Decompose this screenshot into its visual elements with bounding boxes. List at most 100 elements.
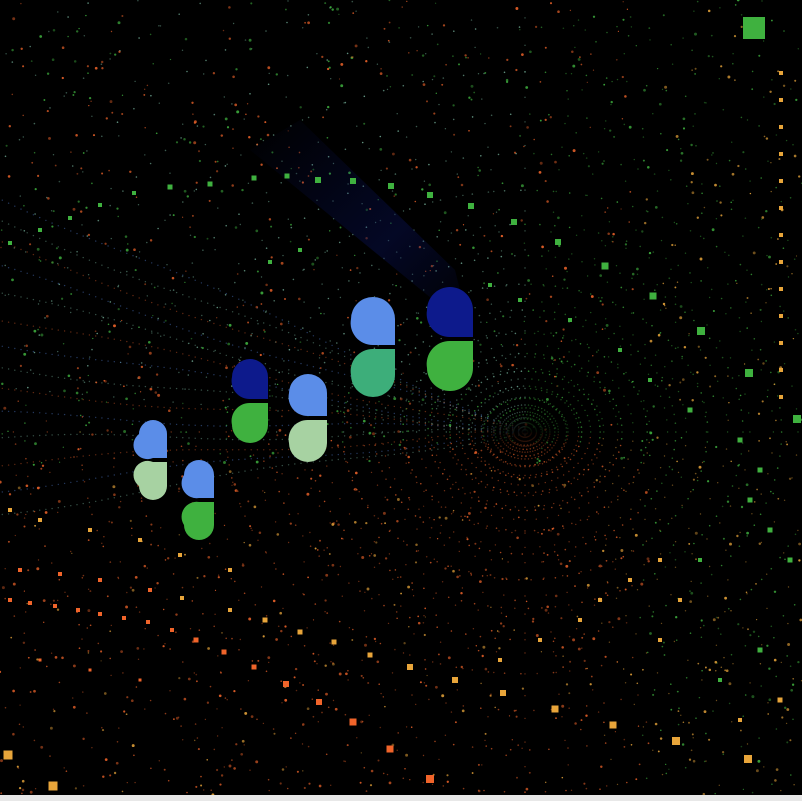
streak-dot <box>437 424 439 426</box>
ray-dot <box>492 408 494 410</box>
dust-dot <box>267 656 271 660</box>
dust-dot <box>535 634 539 637</box>
ray-dot <box>586 518 589 521</box>
dust-dot <box>393 603 396 606</box>
ring-dot <box>18 138 21 141</box>
ring-dot <box>509 462 512 465</box>
ring-dot <box>654 573 656 575</box>
dust-dot <box>554 160 557 164</box>
ring-dot <box>116 741 119 743</box>
ray-dot <box>226 699 228 701</box>
ray-dot <box>664 366 666 368</box>
dust-dot <box>207 555 211 559</box>
streak-dot <box>468 417 470 419</box>
streak-dot <box>70 414 72 416</box>
ring-dot <box>518 26 521 28</box>
dust-dot <box>279 782 282 785</box>
ray-dot <box>524 330 526 332</box>
ray-dot <box>490 514 493 517</box>
ray-dot <box>443 544 445 546</box>
dust-dot <box>577 57 581 61</box>
ring-dot <box>497 708 500 711</box>
ring-dot <box>631 584 633 587</box>
ray-dot <box>402 540 405 542</box>
ray-dot <box>83 35 86 37</box>
dust-dot <box>216 708 218 710</box>
streak-dot <box>431 424 433 427</box>
ray-dot <box>575 338 577 341</box>
ring-dot <box>578 389 581 391</box>
streak-dot <box>126 252 128 254</box>
ring-dot <box>738 398 740 401</box>
streak-dot <box>406 415 408 417</box>
ray-dot <box>329 340 331 342</box>
ring-dot <box>673 413 675 416</box>
dust-dot <box>569 9 572 12</box>
streak-dot <box>76 289 78 291</box>
ring-dot <box>325 108 328 111</box>
streak-dot <box>263 310 265 312</box>
ring-dot <box>516 385 519 388</box>
streak-dot <box>231 408 234 411</box>
ring-dot <box>728 254 730 257</box>
dust-dot <box>599 300 602 303</box>
ring-dot <box>642 283 645 285</box>
dust-dot <box>692 478 695 481</box>
ray-dot <box>201 314 203 317</box>
streak-dot <box>113 418 116 420</box>
ring-dot <box>603 160 605 162</box>
dust-dot <box>692 759 696 763</box>
ray-dot <box>797 431 799 433</box>
dust-dot <box>33 689 36 693</box>
streak-dot <box>449 426 451 428</box>
dust-dot <box>168 409 171 412</box>
streak-dot <box>387 411 389 413</box>
ring-dot <box>738 545 741 547</box>
ray-dot <box>408 363 411 365</box>
ring-dot <box>524 638 526 641</box>
ray-dot <box>783 499 786 501</box>
dust-dot <box>441 694 445 698</box>
streak-dot <box>101 336 103 338</box>
ray-dot <box>688 334 690 337</box>
streak-dot <box>269 354 271 357</box>
ray-dot <box>615 558 617 560</box>
ring-dot <box>471 447 474 450</box>
streak-dot <box>26 371 28 374</box>
dust-dot <box>736 0 740 2</box>
ray-dot <box>15 474 17 476</box>
ring-dot <box>642 579 645 581</box>
ray-dot <box>332 644 335 646</box>
ray-dot <box>287 0 289 2</box>
ray-dot <box>317 721 319 723</box>
ring-dot <box>283 360 285 362</box>
ray-dot <box>524 189 526 191</box>
ring-dot <box>652 251 655 253</box>
dust-dot <box>361 556 365 559</box>
ring-dot <box>574 316 577 318</box>
ring-dot <box>583 468 585 471</box>
streak-dot <box>368 422 371 425</box>
ray-dot <box>507 389 510 392</box>
ring-dot <box>527 370 530 373</box>
ring-dot <box>411 582 413 584</box>
ring-dot <box>167 779 170 782</box>
ring-dot <box>703 401 705 404</box>
ring-dot <box>543 401 546 404</box>
streak-dot <box>287 372 290 375</box>
dust-dot <box>762 362 765 365</box>
streak-dot <box>244 301 246 303</box>
dust-dot <box>331 563 335 567</box>
streak-dot <box>169 269 171 271</box>
streak-dot <box>126 307 128 310</box>
ray-dot <box>562 287 564 289</box>
ray-dot <box>660 622 663 625</box>
ring-dot <box>566 575 569 577</box>
ray-dot <box>500 491 502 494</box>
ring-dot <box>684 95 687 98</box>
streak-dot <box>331 404 333 407</box>
ray-dot <box>699 235 702 237</box>
ray-dot <box>550 231 552 233</box>
dust-dot <box>442 24 446 27</box>
dust-dot <box>134 269 137 272</box>
